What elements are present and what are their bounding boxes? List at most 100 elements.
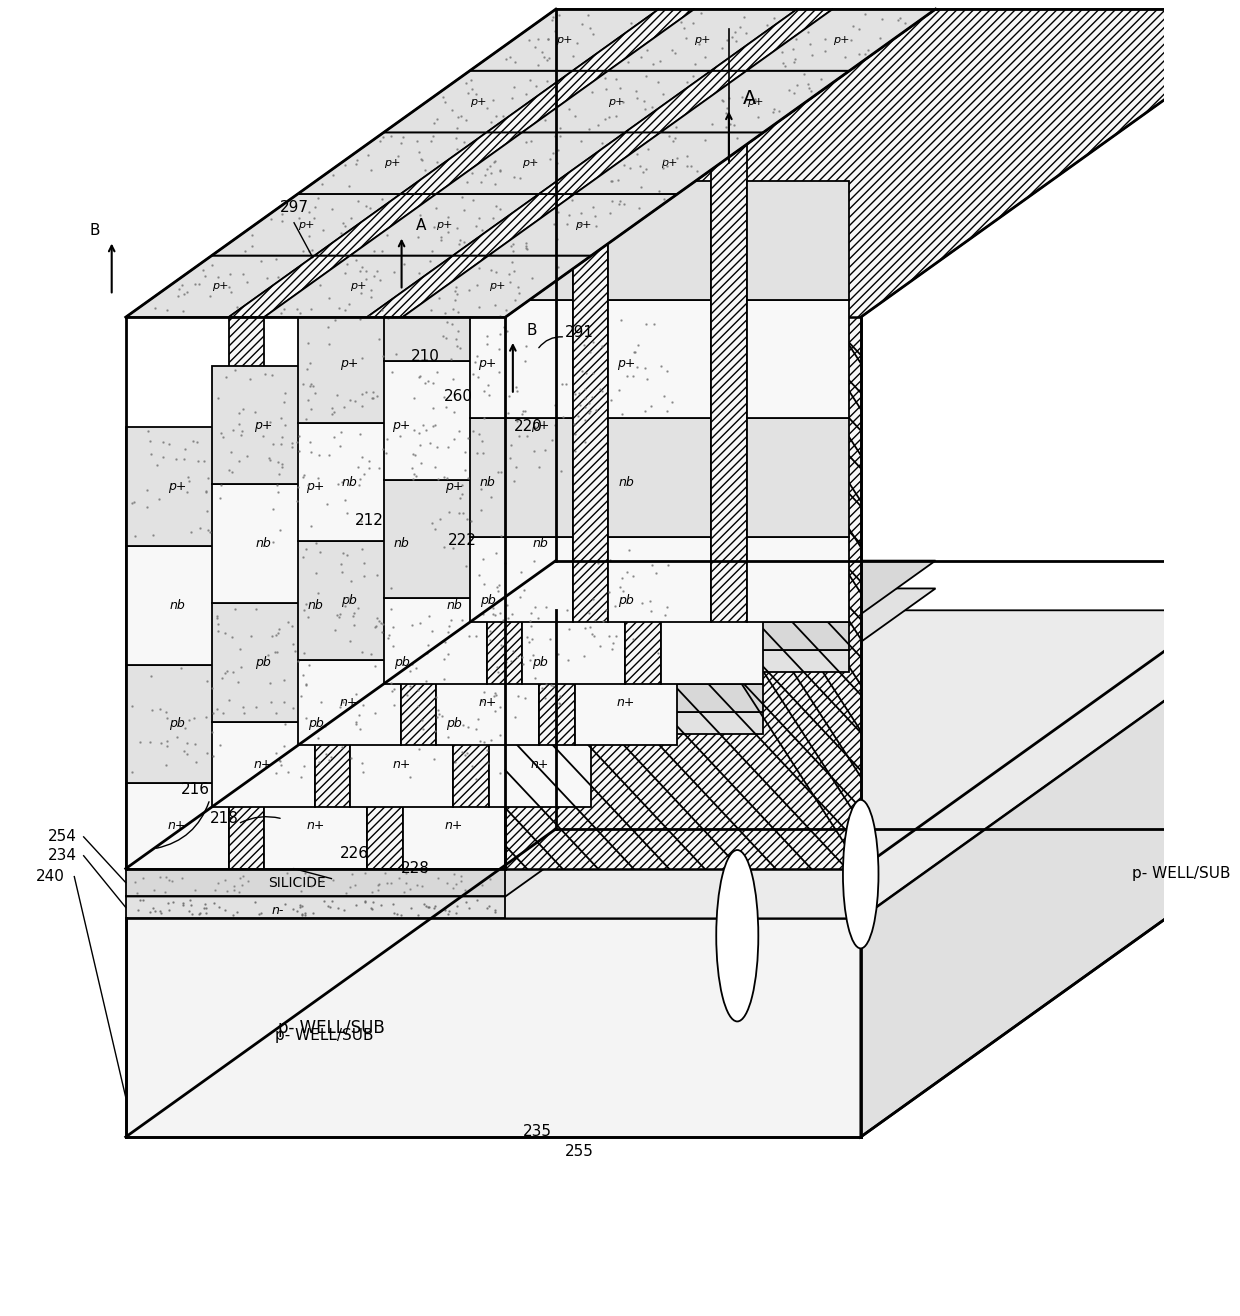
Polygon shape bbox=[212, 193, 401, 255]
Text: p+: p+ bbox=[746, 96, 764, 107]
Text: nb: nb bbox=[446, 599, 461, 612]
Polygon shape bbox=[486, 133, 522, 684]
Polygon shape bbox=[125, 665, 228, 783]
Text: p+: p+ bbox=[574, 220, 591, 230]
Polygon shape bbox=[609, 182, 711, 300]
Polygon shape bbox=[384, 712, 764, 733]
Polygon shape bbox=[125, 896, 506, 919]
Polygon shape bbox=[609, 300, 711, 418]
Text: 226: 226 bbox=[340, 846, 370, 861]
Text: pb: pb bbox=[532, 655, 548, 669]
Polygon shape bbox=[470, 650, 849, 672]
Polygon shape bbox=[625, 133, 661, 684]
Polygon shape bbox=[539, 133, 661, 193]
Polygon shape bbox=[298, 422, 401, 541]
Polygon shape bbox=[609, 9, 797, 71]
Text: nb: nb bbox=[480, 475, 496, 488]
Text: 228: 228 bbox=[402, 861, 430, 876]
Polygon shape bbox=[384, 480, 486, 599]
Polygon shape bbox=[125, 546, 228, 665]
Polygon shape bbox=[298, 745, 677, 774]
Polygon shape bbox=[384, 684, 764, 712]
Polygon shape bbox=[384, 599, 486, 684]
Text: n+: n+ bbox=[479, 696, 497, 709]
Polygon shape bbox=[212, 721, 315, 807]
Polygon shape bbox=[212, 484, 315, 603]
Polygon shape bbox=[436, 541, 539, 659]
Polygon shape bbox=[212, 807, 591, 834]
Polygon shape bbox=[125, 561, 935, 869]
Text: p+: p+ bbox=[340, 357, 358, 370]
Text: p+: p+ bbox=[833, 36, 849, 45]
Text: 254: 254 bbox=[48, 829, 77, 845]
Text: p+: p+ bbox=[298, 220, 315, 230]
Polygon shape bbox=[298, 659, 401, 745]
Polygon shape bbox=[746, 300, 849, 418]
Polygon shape bbox=[384, 242, 486, 361]
Text: p+: p+ bbox=[167, 480, 186, 494]
Text: n+: n+ bbox=[306, 820, 325, 833]
Polygon shape bbox=[315, 193, 436, 255]
Polygon shape bbox=[228, 317, 264, 869]
Polygon shape bbox=[506, 9, 1240, 317]
Polygon shape bbox=[470, 300, 573, 418]
Text: p+: p+ bbox=[384, 158, 401, 168]
Text: 220: 220 bbox=[513, 418, 543, 434]
Text: p- WELL/SUB: p- WELL/SUB bbox=[1132, 866, 1230, 882]
Polygon shape bbox=[367, 317, 403, 869]
Polygon shape bbox=[436, 133, 625, 193]
Polygon shape bbox=[384, 71, 573, 133]
Text: n+: n+ bbox=[616, 696, 635, 709]
Text: p+: p+ bbox=[489, 282, 505, 291]
Ellipse shape bbox=[717, 850, 759, 1021]
Polygon shape bbox=[403, 255, 591, 317]
Polygon shape bbox=[573, 9, 694, 71]
Text: n+: n+ bbox=[340, 696, 358, 709]
Polygon shape bbox=[746, 9, 935, 71]
Text: pb: pb bbox=[446, 717, 461, 730]
Polygon shape bbox=[350, 721, 453, 807]
Text: p+: p+ bbox=[616, 357, 635, 370]
Polygon shape bbox=[401, 193, 436, 745]
Polygon shape bbox=[625, 71, 746, 133]
Polygon shape bbox=[453, 193, 574, 255]
Polygon shape bbox=[212, 366, 315, 484]
Text: nb: nb bbox=[618, 475, 634, 488]
Polygon shape bbox=[315, 255, 350, 807]
Text: p+: p+ bbox=[306, 480, 325, 494]
Polygon shape bbox=[486, 71, 609, 133]
Text: p+: p+ bbox=[470, 96, 486, 107]
Polygon shape bbox=[212, 834, 591, 857]
Polygon shape bbox=[746, 418, 849, 537]
Polygon shape bbox=[661, 242, 764, 361]
Text: p+: p+ bbox=[445, 480, 463, 494]
Text: pb: pb bbox=[308, 717, 324, 730]
Polygon shape bbox=[350, 366, 453, 484]
Polygon shape bbox=[403, 546, 506, 665]
Polygon shape bbox=[125, 611, 1240, 919]
Polygon shape bbox=[711, 9, 833, 71]
Polygon shape bbox=[401, 133, 522, 193]
Polygon shape bbox=[539, 193, 574, 745]
Text: p+: p+ bbox=[661, 158, 677, 168]
Text: nb: nb bbox=[532, 537, 548, 550]
Text: pb: pb bbox=[170, 717, 185, 730]
Text: n-: n- bbox=[272, 904, 284, 917]
Polygon shape bbox=[470, 182, 573, 300]
Polygon shape bbox=[436, 659, 539, 745]
Text: 210: 210 bbox=[410, 350, 440, 365]
Polygon shape bbox=[574, 659, 677, 745]
Polygon shape bbox=[298, 774, 677, 795]
Text: 260: 260 bbox=[444, 390, 472, 404]
Polygon shape bbox=[264, 665, 367, 783]
Text: p+: p+ bbox=[609, 96, 625, 107]
Text: pb: pb bbox=[394, 655, 409, 669]
Polygon shape bbox=[522, 480, 625, 599]
Text: 240: 240 bbox=[36, 869, 64, 884]
Text: p- WELL/SUB: p- WELL/SUB bbox=[278, 1019, 384, 1037]
Polygon shape bbox=[264, 783, 367, 869]
Text: 297: 297 bbox=[279, 200, 309, 216]
Polygon shape bbox=[489, 484, 591, 603]
Polygon shape bbox=[489, 366, 591, 484]
Polygon shape bbox=[350, 603, 453, 721]
